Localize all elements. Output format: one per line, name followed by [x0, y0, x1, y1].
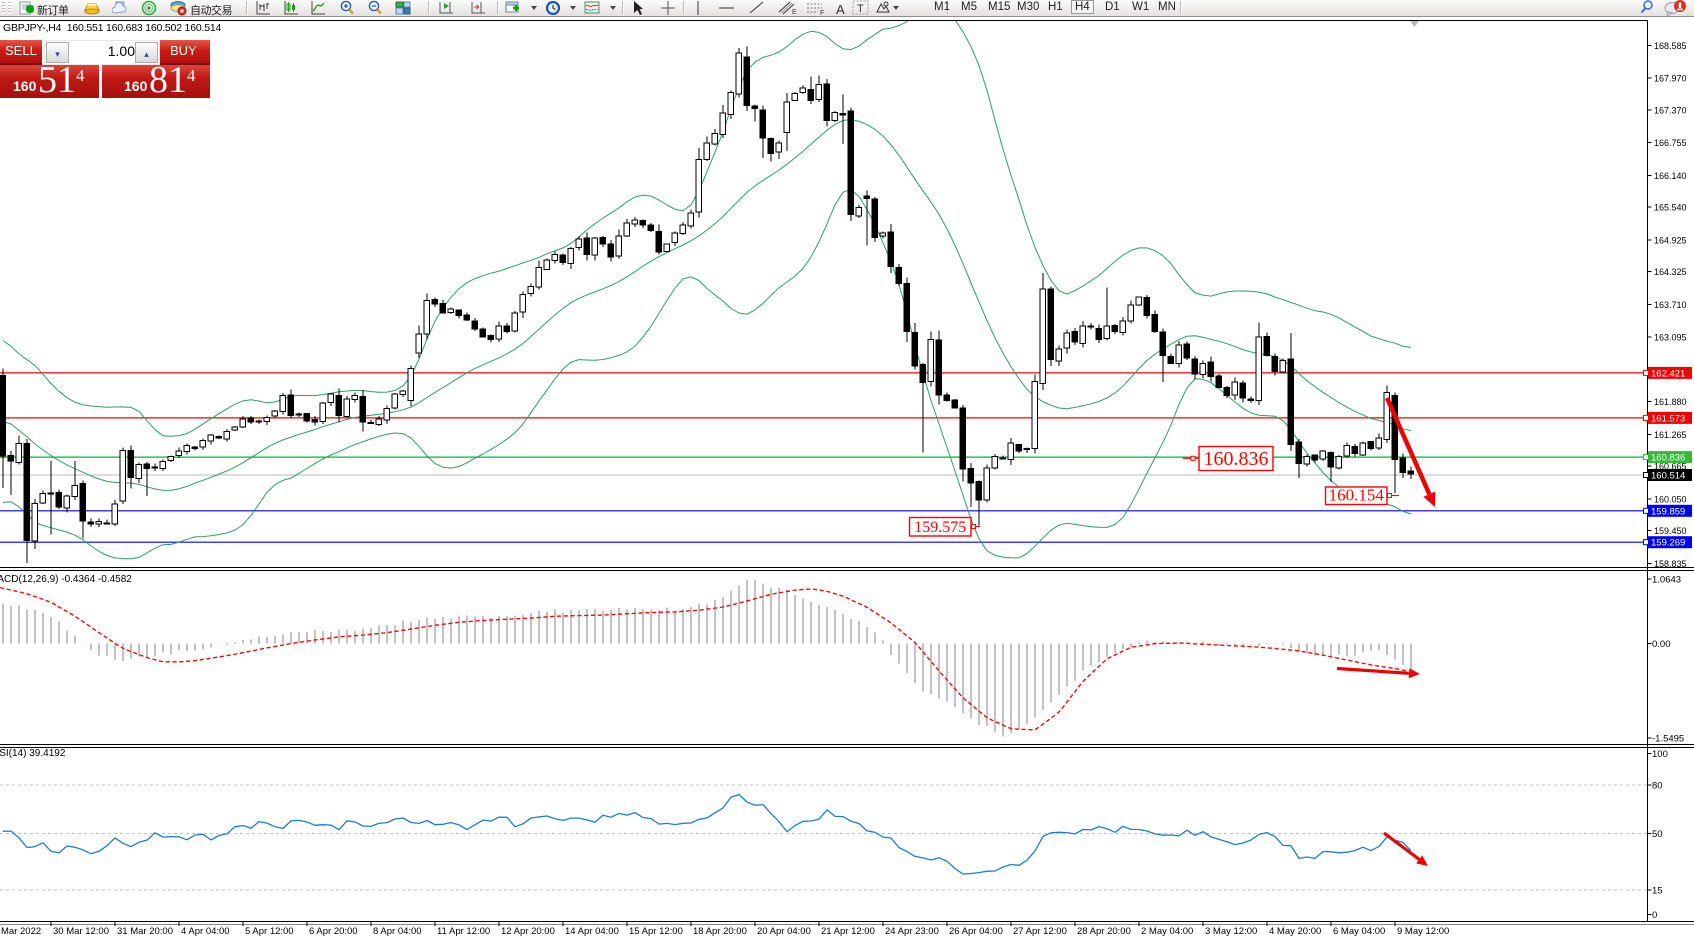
svg-text:24 Apr 23:00: 24 Apr 23:00: [885, 926, 939, 937]
svg-text:166.140: 166.140: [1654, 171, 1687, 181]
svg-text:159.859: 159.859: [1651, 506, 1685, 517]
svg-text:158.835: 158.835: [1654, 559, 1687, 569]
svg-text:8 Apr 04:00: 8 Apr 04:00: [373, 926, 422, 937]
svg-text:161.573: 161.573: [1651, 413, 1685, 424]
svg-text:159.269: 159.269: [1651, 538, 1685, 549]
svg-text:162.421: 162.421: [1651, 368, 1685, 379]
svg-text:11 Apr 12:00: 11 Apr 12:00: [437, 926, 490, 937]
svg-text:3 May 12:00: 3 May 12:00: [1205, 926, 1257, 937]
svg-text:160.665: 160.665: [1654, 462, 1687, 472]
svg-text:4 Apr 04:00: 4 Apr 04:00: [181, 926, 230, 937]
svg-text:80: 80: [1652, 781, 1663, 792]
svg-text:28 Apr 20:00: 28 Apr 20:00: [1077, 926, 1131, 937]
svg-text:161.880: 161.880: [1654, 397, 1687, 407]
svg-text:5 Apr 12:00: 5 Apr 12:00: [245, 926, 294, 937]
svg-text:4 May 20:00: 4 May 20:00: [1269, 926, 1321, 937]
svg-text:161.265: 161.265: [1654, 430, 1687, 440]
svg-text:MACD(12,26,9) -0.4364 -0.4582: MACD(12,26,9) -0.4364 -0.4582: [0, 574, 132, 585]
svg-text:165.540: 165.540: [1654, 203, 1687, 213]
svg-text:164.325: 164.325: [1654, 267, 1687, 277]
svg-text:167.970: 167.970: [1654, 74, 1687, 84]
svg-text:9 May 12:00: 9 May 12:00: [1397, 926, 1449, 937]
svg-text:18 Apr 20:00: 18 Apr 20:00: [693, 926, 747, 937]
svg-text:RSI(14) 39.4192: RSI(14) 39.4192: [0, 748, 66, 759]
svg-text:100: 100: [1652, 749, 1668, 760]
svg-text:-1.5495: -1.5495: [1652, 733, 1684, 744]
svg-text:E: E: [792, 9, 797, 16]
svg-text:15 Apr 12:00: 15 Apr 12:00: [629, 926, 683, 937]
svg-text:159.575: 159.575: [914, 519, 966, 536]
svg-text:12 Apr 20:00: 12 Apr 20:00: [501, 926, 555, 937]
svg-text:168.585: 168.585: [1654, 41, 1687, 51]
svg-text:20 Apr 04:00: 20 Apr 04:00: [757, 926, 811, 937]
svg-text:160.836: 160.836: [1204, 448, 1269, 470]
svg-text:T: T: [857, 3, 864, 15]
svg-text:50: 50: [1652, 829, 1663, 840]
svg-text:6 May 04:00: 6 May 04:00: [1333, 926, 1385, 937]
svg-text:26 Apr 04:00: 26 Apr 04:00: [949, 926, 1003, 937]
svg-text:0.00: 0.00: [1652, 639, 1671, 650]
svg-text:30 Mar 12:00: 30 Mar 12:00: [53, 926, 109, 937]
svg-text:2 May 04:00: 2 May 04:00: [1141, 926, 1193, 937]
svg-text:Mar 2022: Mar 2022: [1, 926, 41, 937]
svg-text:160.836: 160.836: [1651, 453, 1685, 464]
svg-text:0: 0: [1652, 910, 1657, 921]
svg-text:160.154: 160.154: [1329, 486, 1385, 505]
svg-text:166.755: 166.755: [1654, 138, 1687, 148]
svg-text:15: 15: [1652, 886, 1663, 897]
svg-text:159.450: 159.450: [1654, 526, 1687, 536]
svg-text:F: F: [820, 10, 824, 16]
svg-text:31 Mar 20:00: 31 Mar 20:00: [117, 926, 173, 937]
svg-text:167.370: 167.370: [1654, 106, 1687, 116]
svg-text:1.0643: 1.0643: [1652, 574, 1681, 585]
svg-text:21 Apr 12:00: 21 Apr 12:00: [821, 926, 875, 937]
svg-text:27 Apr 12:00: 27 Apr 12:00: [1013, 926, 1067, 937]
svg-text:164.925: 164.925: [1654, 235, 1687, 245]
svg-text:163.095: 163.095: [1654, 333, 1687, 343]
svg-text:160.050: 160.050: [1654, 494, 1687, 504]
svg-text:6 Apr 20:00: 6 Apr 20:00: [309, 926, 358, 937]
svg-text:14 Apr 04:00: 14 Apr 04:00: [565, 926, 619, 937]
svg-text:160.514: 160.514: [1651, 471, 1685, 482]
svg-text:163.710: 163.710: [1654, 300, 1687, 310]
